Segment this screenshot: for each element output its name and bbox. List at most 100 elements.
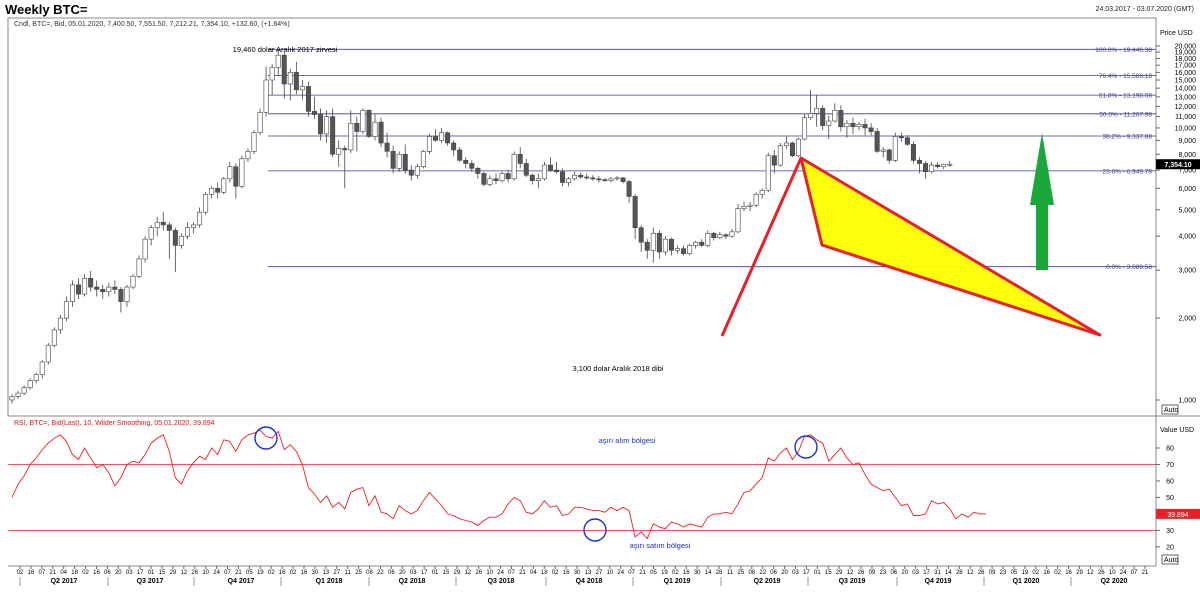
price-info: Cndl, BTC=, Bid, 05.01.2020, 7,400.50, 7… xyxy=(14,21,290,28)
candle-down xyxy=(463,160,469,164)
candle-down xyxy=(560,171,566,183)
candle-up xyxy=(239,158,245,187)
time-tick-label: 02 xyxy=(1032,570,1039,576)
candle-down xyxy=(384,142,390,152)
fib-level-label: 38.2% - 9,337.88 xyxy=(1102,134,1152,141)
time-tick-label: 07 xyxy=(224,570,231,576)
fib-level-label: 23.6% - 6,949.78 xyxy=(1102,168,1152,175)
fib-level-label: 0.0% - 3,089.58 xyxy=(1106,264,1152,271)
rsi-tick-label: 50 xyxy=(1166,495,1174,502)
time-tick-label: 02 xyxy=(552,570,559,576)
time-tick-label: 02 xyxy=(82,570,89,576)
candle-up xyxy=(753,194,759,206)
rsi-tick-label: 20 xyxy=(1166,544,1174,551)
candle-down xyxy=(311,111,317,115)
candle-up xyxy=(39,361,45,375)
candle-down xyxy=(868,127,874,132)
candle-up xyxy=(197,211,203,226)
fib-level-label: 50.0% - 11,267.98 xyxy=(1099,111,1152,118)
time-axis: 02 16 07 21 04 18 02 16 06 20 03 17 01 15 29 12 26 10 24 07… xyxy=(17,566,1149,586)
price-tick-label: 16,000 xyxy=(1175,70,1197,77)
candle-up xyxy=(33,374,39,381)
candle-up xyxy=(257,112,263,134)
candle-up xyxy=(487,178,493,185)
candle-up xyxy=(9,396,15,401)
candle-down xyxy=(638,227,644,243)
rsi-extreme-marker xyxy=(583,518,607,542)
candle-down xyxy=(529,174,535,181)
time-tick-label: 06 xyxy=(104,570,111,576)
time-tick-label: 29 xyxy=(1076,570,1083,576)
candle-down xyxy=(505,173,511,180)
time-tick-label: 24 xyxy=(213,570,220,576)
time-tick-label: 12 xyxy=(464,570,471,576)
candle-up xyxy=(209,187,215,195)
quarter-label: Q2 2019 xyxy=(754,578,781,585)
candle-down xyxy=(342,148,348,151)
price-tick-label: 2,000 xyxy=(1178,316,1196,323)
candle-down xyxy=(293,72,299,91)
candle-up xyxy=(136,258,142,277)
price-tick-label: 7,000 xyxy=(1178,168,1196,175)
quarter-label: Q3 2019 xyxy=(839,578,866,585)
candle-up xyxy=(765,155,771,191)
candle-up xyxy=(735,208,741,233)
auto-scale-button-rsi[interactable] xyxy=(1161,554,1179,565)
time-tick-label: 28 xyxy=(716,570,723,576)
candle-up xyxy=(499,173,505,181)
candle-down xyxy=(874,131,880,152)
candle-down xyxy=(402,153,408,171)
candle-down xyxy=(378,121,384,144)
rsi-extreme-marker xyxy=(794,435,818,459)
candle-down xyxy=(668,238,674,251)
time-tick-label: 26 xyxy=(191,570,198,576)
candle-down xyxy=(94,286,100,290)
candle-up xyxy=(808,113,814,119)
candle-up xyxy=(783,142,789,147)
candle-up xyxy=(360,110,366,132)
rsi-axis-label: Value USD xyxy=(1160,427,1194,434)
candle-down xyxy=(620,177,626,182)
candle-up xyxy=(251,132,257,152)
quarter-label: Q4 2019 xyxy=(925,578,952,585)
auto-scale-label-rsi: Auto xyxy=(1164,557,1179,564)
candle-up xyxy=(82,278,88,295)
time-tick-label: 20 xyxy=(901,570,908,576)
candle-up xyxy=(759,189,765,195)
candle-up xyxy=(63,301,69,319)
candle-up xyxy=(717,234,723,238)
candle-down xyxy=(681,248,687,254)
time-tick-label: 20 xyxy=(781,570,788,576)
candle-up xyxy=(27,380,33,388)
candle-down xyxy=(112,286,118,290)
candle-up xyxy=(45,344,51,363)
time-tick-label: 26 xyxy=(1098,570,1105,576)
date-range: 24.03.2017 - 03.07.2020 (GMT) xyxy=(1095,6,1194,13)
candle-up xyxy=(15,392,21,397)
time-tick-label: 23 xyxy=(1000,570,1007,576)
quarter-label: Q2 2017 xyxy=(51,578,78,585)
rsi-panel: 2030405060708039.894 xyxy=(8,426,1200,551)
candle-up xyxy=(747,204,753,207)
auto-scale-button-price[interactable] xyxy=(1161,404,1179,415)
candle-down xyxy=(330,116,336,155)
candle-up xyxy=(674,248,680,251)
candle-down xyxy=(898,136,904,139)
time-tick-label: 16 xyxy=(563,570,570,576)
candle-down xyxy=(233,166,239,187)
price-tick-label: 13,000 xyxy=(1175,94,1197,101)
candle-up xyxy=(348,122,354,151)
candle-up xyxy=(777,145,783,166)
candle-down xyxy=(475,168,481,174)
time-tick-label: 29 xyxy=(454,570,461,576)
time-tick-label: 05 xyxy=(650,570,657,576)
time-tick-label: 16 xyxy=(683,570,690,576)
candle-down xyxy=(432,136,438,141)
candle-up xyxy=(795,138,801,157)
time-tick-label: 30 xyxy=(694,570,701,576)
price-tick-label: 12,000 xyxy=(1175,104,1197,111)
time-tick-label: 21 xyxy=(1142,570,1149,576)
candle-up xyxy=(372,121,378,137)
time-tick-label: 27 xyxy=(596,570,603,576)
candle-down xyxy=(118,289,124,302)
